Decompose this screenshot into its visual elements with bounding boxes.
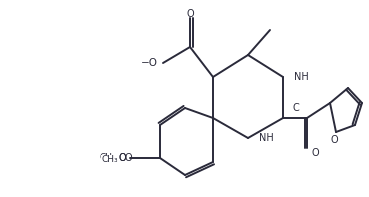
Text: NH: NH — [259, 133, 274, 143]
Text: O: O — [124, 153, 132, 163]
Text: −O: −O — [141, 58, 158, 68]
Text: O: O — [330, 135, 338, 145]
Text: O: O — [118, 153, 126, 163]
Text: CH₃: CH₃ — [99, 153, 116, 163]
Text: C: C — [293, 103, 299, 113]
Text: O: O — [118, 153, 126, 163]
Text: O: O — [186, 9, 194, 19]
Text: NH: NH — [294, 72, 309, 82]
Text: CH₃: CH₃ — [101, 154, 118, 164]
Text: O: O — [311, 148, 318, 158]
